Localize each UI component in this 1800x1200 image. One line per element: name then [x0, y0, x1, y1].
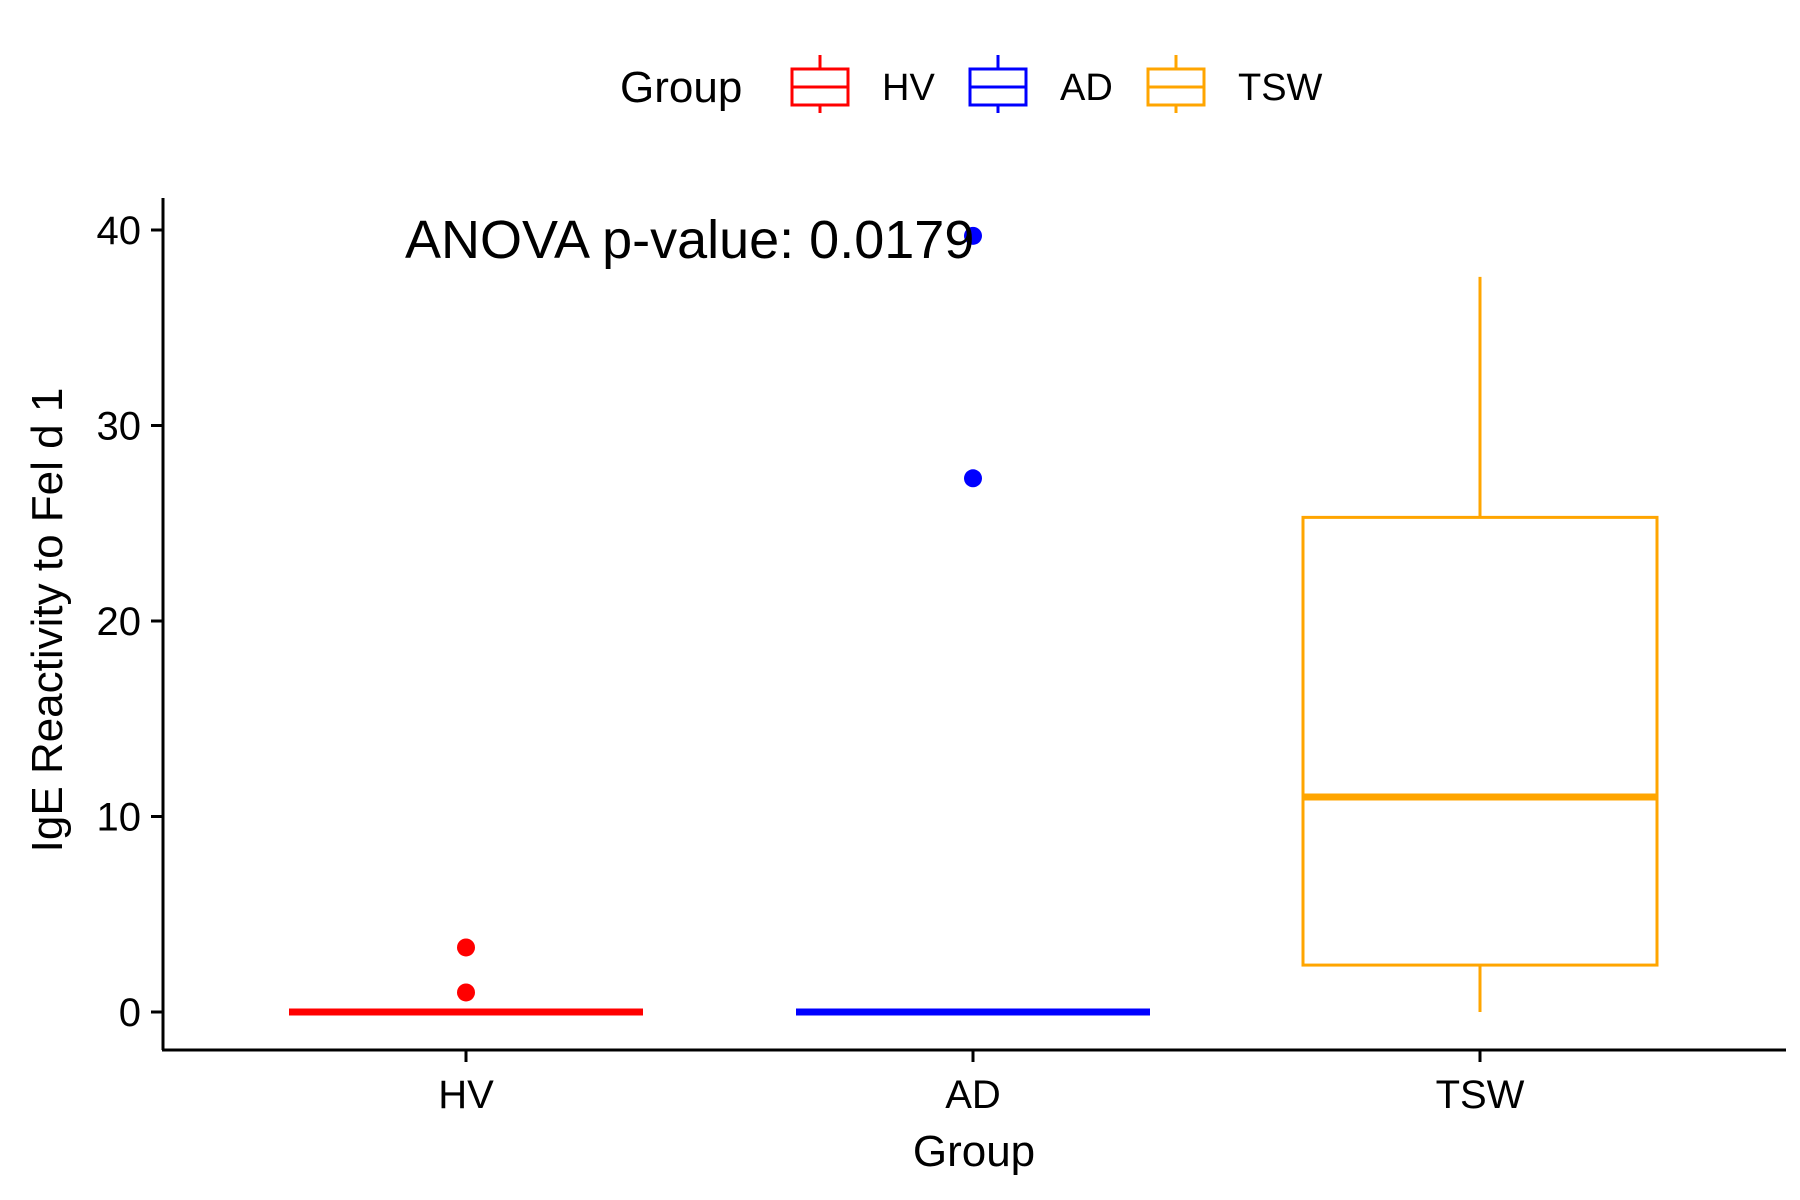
x-axis-ticks: HV AD TSW — [438, 1050, 1525, 1117]
outlier-point — [457, 938, 475, 957]
legend-label: TSW — [1238, 67, 1323, 109]
x-axis-title: Group — [913, 1127, 1035, 1176]
plot-area — [289, 226, 1659, 1016]
y-tick-label: 30 — [97, 405, 142, 449]
iqr-box — [1301, 515, 1659, 967]
box-ad — [796, 226, 1150, 1016]
box-tsw — [1301, 276, 1659, 1012]
x-tick-label-ad: AD — [945, 1073, 1001, 1117]
legend: Group HV AD TSW — [620, 55, 1323, 113]
anova-annotation: ANOVA p-value: 0.0179 — [405, 210, 974, 270]
outlier-point — [964, 226, 982, 245]
y-axis-title: IgE Reactivity to Fel d 1 — [23, 388, 72, 853]
legend-title: Group — [620, 63, 742, 112]
y-axis-ticks: 0 10 20 30 40 — [97, 209, 163, 1035]
y-tick-label: 0 — [119, 991, 141, 1035]
x-tick-label-hv: HV — [438, 1073, 494, 1117]
y-tick-label: 10 — [97, 796, 142, 840]
legend-item-hv: HV — [790, 55, 935, 113]
y-tick-label: 40 — [97, 209, 142, 253]
outlier-point — [964, 469, 982, 488]
box-hv — [289, 938, 643, 1016]
y-tick-label: 20 — [97, 600, 142, 644]
legend-label: HV — [882, 67, 935, 109]
x-tick-label-tsw: TSW — [1436, 1073, 1525, 1117]
legend-label: AD — [1060, 67, 1113, 109]
legend-item-ad: AD — [968, 55, 1113, 113]
legend-item-tsw: TSW — [1146, 55, 1323, 113]
outlier-point — [457, 983, 475, 1002]
